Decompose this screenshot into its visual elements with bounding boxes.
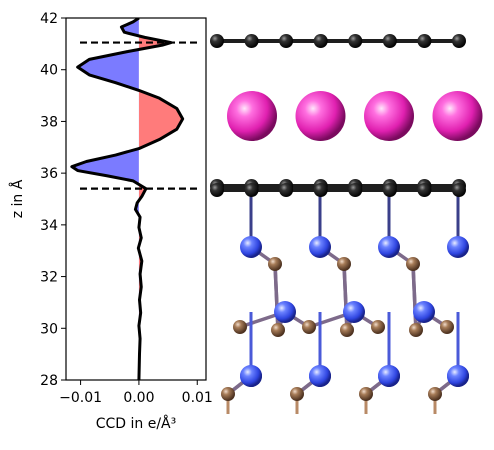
carbon-atom bbox=[210, 183, 224, 197]
negative-area bbox=[71, 18, 139, 251]
substrate-atom-small bbox=[340, 323, 354, 337]
substrate-atoms bbox=[221, 236, 469, 401]
y-tick-label: 34 bbox=[40, 218, 58, 234]
y-tick-label: 28 bbox=[40, 373, 58, 389]
positive-ccd-fill bbox=[138, 18, 183, 380]
substrate-atom-small bbox=[428, 387, 442, 401]
substrate-atom-small bbox=[268, 257, 282, 271]
carbon-atom bbox=[210, 34, 224, 48]
plot-frame bbox=[65, 17, 207, 381]
y-tick-label: 42 bbox=[40, 11, 58, 27]
carbon-atom bbox=[452, 34, 466, 48]
substrate-atom-small bbox=[371, 320, 385, 334]
ccd-plot: 28 30 32 34 36 38 40 42 −0.01 0.00 0.01 CCD in e/… bbox=[9, 11, 213, 432]
x-tick-label: −0.01 bbox=[59, 390, 102, 406]
lattice-bond bbox=[273, 263, 280, 331]
substrate-atom-large bbox=[447, 236, 469, 258]
substrate-atom-large bbox=[378, 236, 400, 258]
substrate-atom-small bbox=[221, 387, 235, 401]
carbon-atom bbox=[382, 183, 397, 197]
carbon-atom bbox=[417, 34, 432, 48]
carbon-atom bbox=[244, 34, 259, 48]
carbon-atom bbox=[313, 34, 328, 48]
graphene-bottom-layer bbox=[210, 179, 466, 197]
carbon-atom bbox=[417, 183, 432, 197]
substrate-atom-small bbox=[271, 323, 285, 337]
carbon-atom bbox=[452, 183, 466, 197]
substrate-atom-large bbox=[378, 365, 400, 387]
substrate-atom-small bbox=[409, 323, 423, 337]
intercalant-atom bbox=[227, 91, 277, 141]
substrate-atom-large bbox=[309, 365, 331, 387]
x-axis-ticks: −0.01 0.00 0.01 bbox=[59, 380, 213, 406]
positive-area bbox=[138, 18, 183, 380]
y-axis-label: z in Å bbox=[9, 179, 26, 218]
substrate-atom-large bbox=[240, 365, 262, 387]
substrate-atom-large bbox=[343, 301, 365, 323]
carbon-atom bbox=[382, 34, 397, 48]
lattice-bond bbox=[342, 263, 349, 331]
substrate-atom-large bbox=[309, 236, 331, 258]
substrate-atom-large bbox=[447, 365, 469, 387]
substrate-atom-small bbox=[440, 320, 454, 334]
atomic-structure-illustration bbox=[210, 34, 483, 414]
substrate-atom-large bbox=[274, 301, 296, 323]
substrate-atom-large bbox=[240, 236, 262, 258]
y-axis-ticks: 28 30 32 34 36 38 40 42 bbox=[40, 11, 66, 389]
y-tick-label: 38 bbox=[40, 114, 58, 130]
substrate-atom-small bbox=[290, 387, 304, 401]
carbon-atom bbox=[348, 34, 363, 48]
y-tick-label: 30 bbox=[40, 321, 58, 337]
substrate-atom-small bbox=[302, 320, 316, 334]
lattice-bond bbox=[411, 263, 418, 331]
x-tick-label: 0.01 bbox=[182, 390, 213, 406]
substrate-atom-small bbox=[337, 257, 351, 271]
intercalant-atom bbox=[295, 91, 346, 141]
carbon-atom bbox=[279, 34, 294, 48]
negative-ccd-fill bbox=[71, 18, 139, 251]
substrate-atom-small bbox=[359, 387, 373, 401]
intercalant-atom bbox=[432, 91, 483, 141]
x-axis-label: CCD in e/Å³ bbox=[96, 415, 177, 432]
graphene-top-layer bbox=[210, 34, 466, 48]
carbon-atom bbox=[313, 183, 328, 197]
y-tick-label: 36 bbox=[40, 166, 58, 182]
ccd-profile-line bbox=[70, 18, 185, 380]
y-tick-label: 32 bbox=[40, 270, 58, 286]
substrate-atom-small bbox=[406, 257, 420, 271]
carbon-atom bbox=[348, 183, 363, 197]
substrate-atom-small bbox=[233, 320, 247, 334]
carbon-atom bbox=[244, 183, 259, 197]
carbon-atom bbox=[279, 183, 294, 197]
x-tick-label: 0.00 bbox=[123, 390, 154, 406]
substrate-atom-large bbox=[413, 301, 435, 323]
intercalant-atom bbox=[364, 91, 414, 141]
intercalant-layer bbox=[227, 91, 483, 141]
reference-lines bbox=[80, 41, 200, 190]
y-tick-label: 40 bbox=[40, 63, 58, 79]
